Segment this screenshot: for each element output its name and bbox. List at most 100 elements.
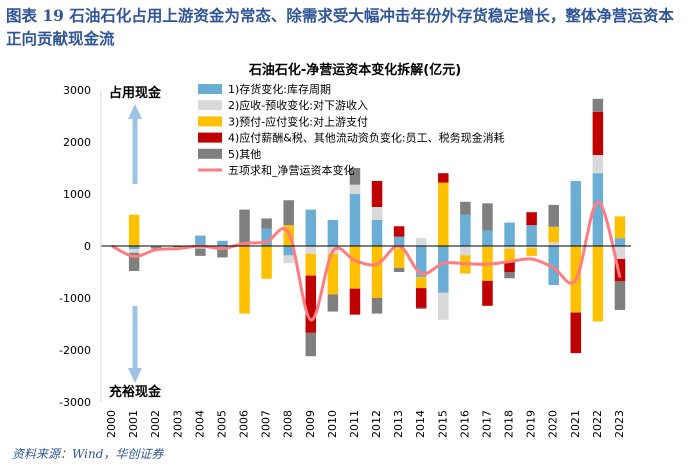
sum-series-point (265, 241, 268, 243)
x-tick-label: 2016 (458, 410, 471, 438)
legend-label: 4)应付薪酬&税、其他流动资负变化:员工、税务现金消耗 (228, 131, 505, 145)
legend-label: 3)预付-应付变化:对上游支付 (228, 114, 368, 128)
bar-segment (195, 248, 206, 256)
x-tick-label: 2009 (304, 410, 317, 438)
bar-segment (504, 272, 515, 279)
bar-segment (592, 246, 604, 322)
bar-segment (548, 204, 559, 227)
legend-label: 五项求和_净营运资本变化 (228, 163, 355, 177)
y-tick-label: 1000 (63, 188, 91, 201)
bar-segment (482, 280, 493, 306)
bar-segment (438, 182, 449, 246)
bar-segment (283, 246, 294, 256)
bar-segment (371, 181, 383, 207)
bar-segment (283, 200, 294, 226)
x-tick-label: 2005 (215, 410, 228, 438)
down-arrow-shaft (132, 306, 138, 370)
bar-segment (305, 246, 317, 254)
legend-swatch (198, 100, 222, 111)
bar-segment (217, 246, 228, 249)
bar-segment (327, 253, 339, 295)
x-tick-label: 2020 (547, 410, 560, 438)
bar-segment (195, 235, 206, 246)
bar-segment (504, 261, 515, 272)
bar-segment (305, 209, 317, 246)
bar-segment (504, 248, 515, 262)
bar-segment (415, 307, 427, 309)
bar-segment (261, 228, 272, 246)
legend-label: 2)应收-预收变化:对下游收入 (228, 98, 368, 112)
sum-series-point (442, 262, 445, 264)
sum-series-point (574, 279, 577, 281)
bar-segment (349, 168, 361, 185)
x-tick-label: 2008 (282, 410, 295, 438)
bar-segment (592, 98, 604, 112)
y-tick-label: -1000 (59, 292, 91, 305)
source-note: 资料来源：Wind，华创证券 (12, 447, 164, 461)
down-arrow-head (128, 368, 142, 383)
sum-series-point (530, 258, 533, 260)
bar-segment (570, 181, 582, 246)
bar-segment (327, 294, 339, 312)
bar-segment (526, 248, 537, 256)
annotation-occupy-cash: 占用现金 (109, 85, 162, 101)
bar-segment (393, 248, 405, 268)
bar-segment (482, 203, 493, 231)
sum-series-point (552, 267, 555, 269)
bar-segment (526, 246, 537, 249)
x-tick-label: 2019 (525, 410, 538, 438)
sum-series-point (486, 263, 489, 266)
x-tick-label: 2014 (414, 410, 427, 438)
sum-series-point (133, 255, 135, 258)
sum-series-point (332, 250, 334, 252)
bar-segment (438, 292, 449, 320)
y-tick-label: -2000 (59, 344, 91, 357)
bar-segment (305, 253, 317, 276)
x-tick-label: 2015 (436, 410, 449, 438)
y-tick-label: 0 (84, 240, 91, 253)
sum-series-point (464, 262, 467, 265)
bar-segment (349, 194, 361, 246)
bar-segment (371, 246, 383, 298)
x-tick-label: 2018 (503, 410, 516, 438)
x-tick-label: 2003 (171, 410, 184, 438)
bar-segment (393, 226, 405, 237)
bar-segment (239, 246, 250, 314)
bar-segment (128, 246, 140, 250)
y-tick-label: 2000 (63, 136, 91, 149)
x-tick-label: 2010 (326, 410, 339, 438)
bar-segment (614, 238, 626, 246)
bar-segment (614, 281, 626, 310)
x-tick-label: 2021 (569, 410, 582, 438)
sum-series-point (619, 276, 621, 279)
legend-swatch (198, 116, 222, 127)
sum-series-point (508, 260, 511, 263)
bar-segment (128, 252, 140, 271)
sum-series-point (243, 242, 246, 245)
bar-segment (283, 255, 294, 264)
y-tick-label: -3000 (59, 396, 91, 409)
bar-segment (592, 173, 604, 246)
figure-title: 图表 19 石油石化占用上游资金为常态、除需求受大幅冲击年份外存货稳定增长，整体… (6, 6, 674, 48)
x-tick-label: 2004 (193, 410, 206, 438)
bar-segment (614, 246, 626, 259)
bar-segment (371, 298, 383, 314)
annotation-abundant-cash: 充裕现金 (109, 384, 162, 400)
bar-segment (592, 111, 604, 155)
bar-segment (614, 259, 626, 282)
bar-segment (415, 238, 427, 246)
bar-segment (415, 246, 427, 278)
bar-segment (504, 222, 515, 246)
x-tick-label: 2023 (613, 410, 626, 438)
sum-series-point (177, 247, 180, 250)
chart-title: 石油石化-净营运资本变化拆解(亿元) (248, 62, 461, 78)
sum-series-point (155, 248, 158, 251)
x-tick-label: 2013 (392, 410, 405, 438)
bar-segment (393, 267, 405, 272)
x-tick-label: 2017 (480, 410, 493, 438)
sum-series-line (111, 200, 622, 322)
up-arrow-shaft (132, 118, 138, 184)
bar-segment (217, 248, 228, 258)
